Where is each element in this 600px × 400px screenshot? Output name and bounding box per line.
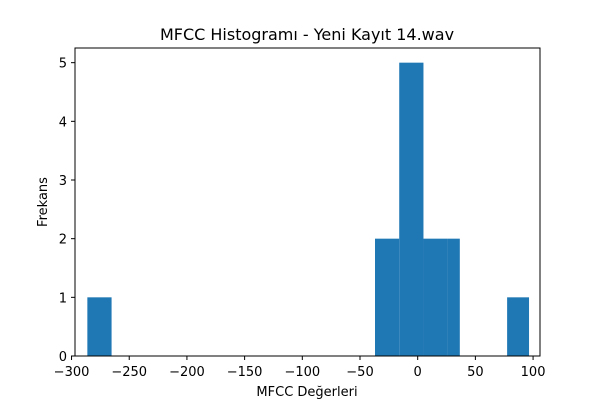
x-tick-label: −100	[284, 365, 320, 380]
y-tick-label: 2	[59, 233, 67, 248]
histogram-bar	[87, 297, 112, 356]
x-tick-label: −50	[346, 365, 373, 380]
chart-title: MFCC Histogramı - Yeni Kayıt 14.wav	[160, 25, 454, 44]
x-tick-label: 0	[414, 365, 422, 380]
y-tick-label: 1	[59, 291, 67, 306]
x-axis-ticks: −300 −250 −200 −150 −100 −50 0 50 100	[54, 356, 546, 380]
y-axis-ticks: 0 1 2 3 4 5	[59, 57, 75, 365]
histogram-bar	[375, 238, 400, 356]
x-tick-label: −150	[227, 365, 263, 380]
histogram-bar	[423, 238, 448, 356]
x-tick-label: −200	[169, 365, 205, 380]
x-tick-label: 50	[467, 365, 484, 380]
plot-frame	[74, 47, 541, 357]
histogram-bar	[399, 62, 424, 357]
histogram-bar	[447, 238, 460, 356]
bars-group	[87, 62, 530, 357]
y-axis-label: Frekans	[36, 177, 51, 227]
x-tick-label: −300	[54, 365, 90, 380]
y-tick-label: 3	[59, 174, 67, 189]
histogram-bar	[507, 297, 530, 356]
y-tick-label: 4	[59, 115, 67, 130]
x-tick-label: −250	[111, 365, 147, 380]
x-tick-label: 100	[521, 365, 546, 380]
y-tick-label: 5	[59, 57, 67, 72]
y-tick-label: 0	[59, 350, 67, 365]
x-axis-label: MFCC Değerleri	[256, 385, 357, 400]
